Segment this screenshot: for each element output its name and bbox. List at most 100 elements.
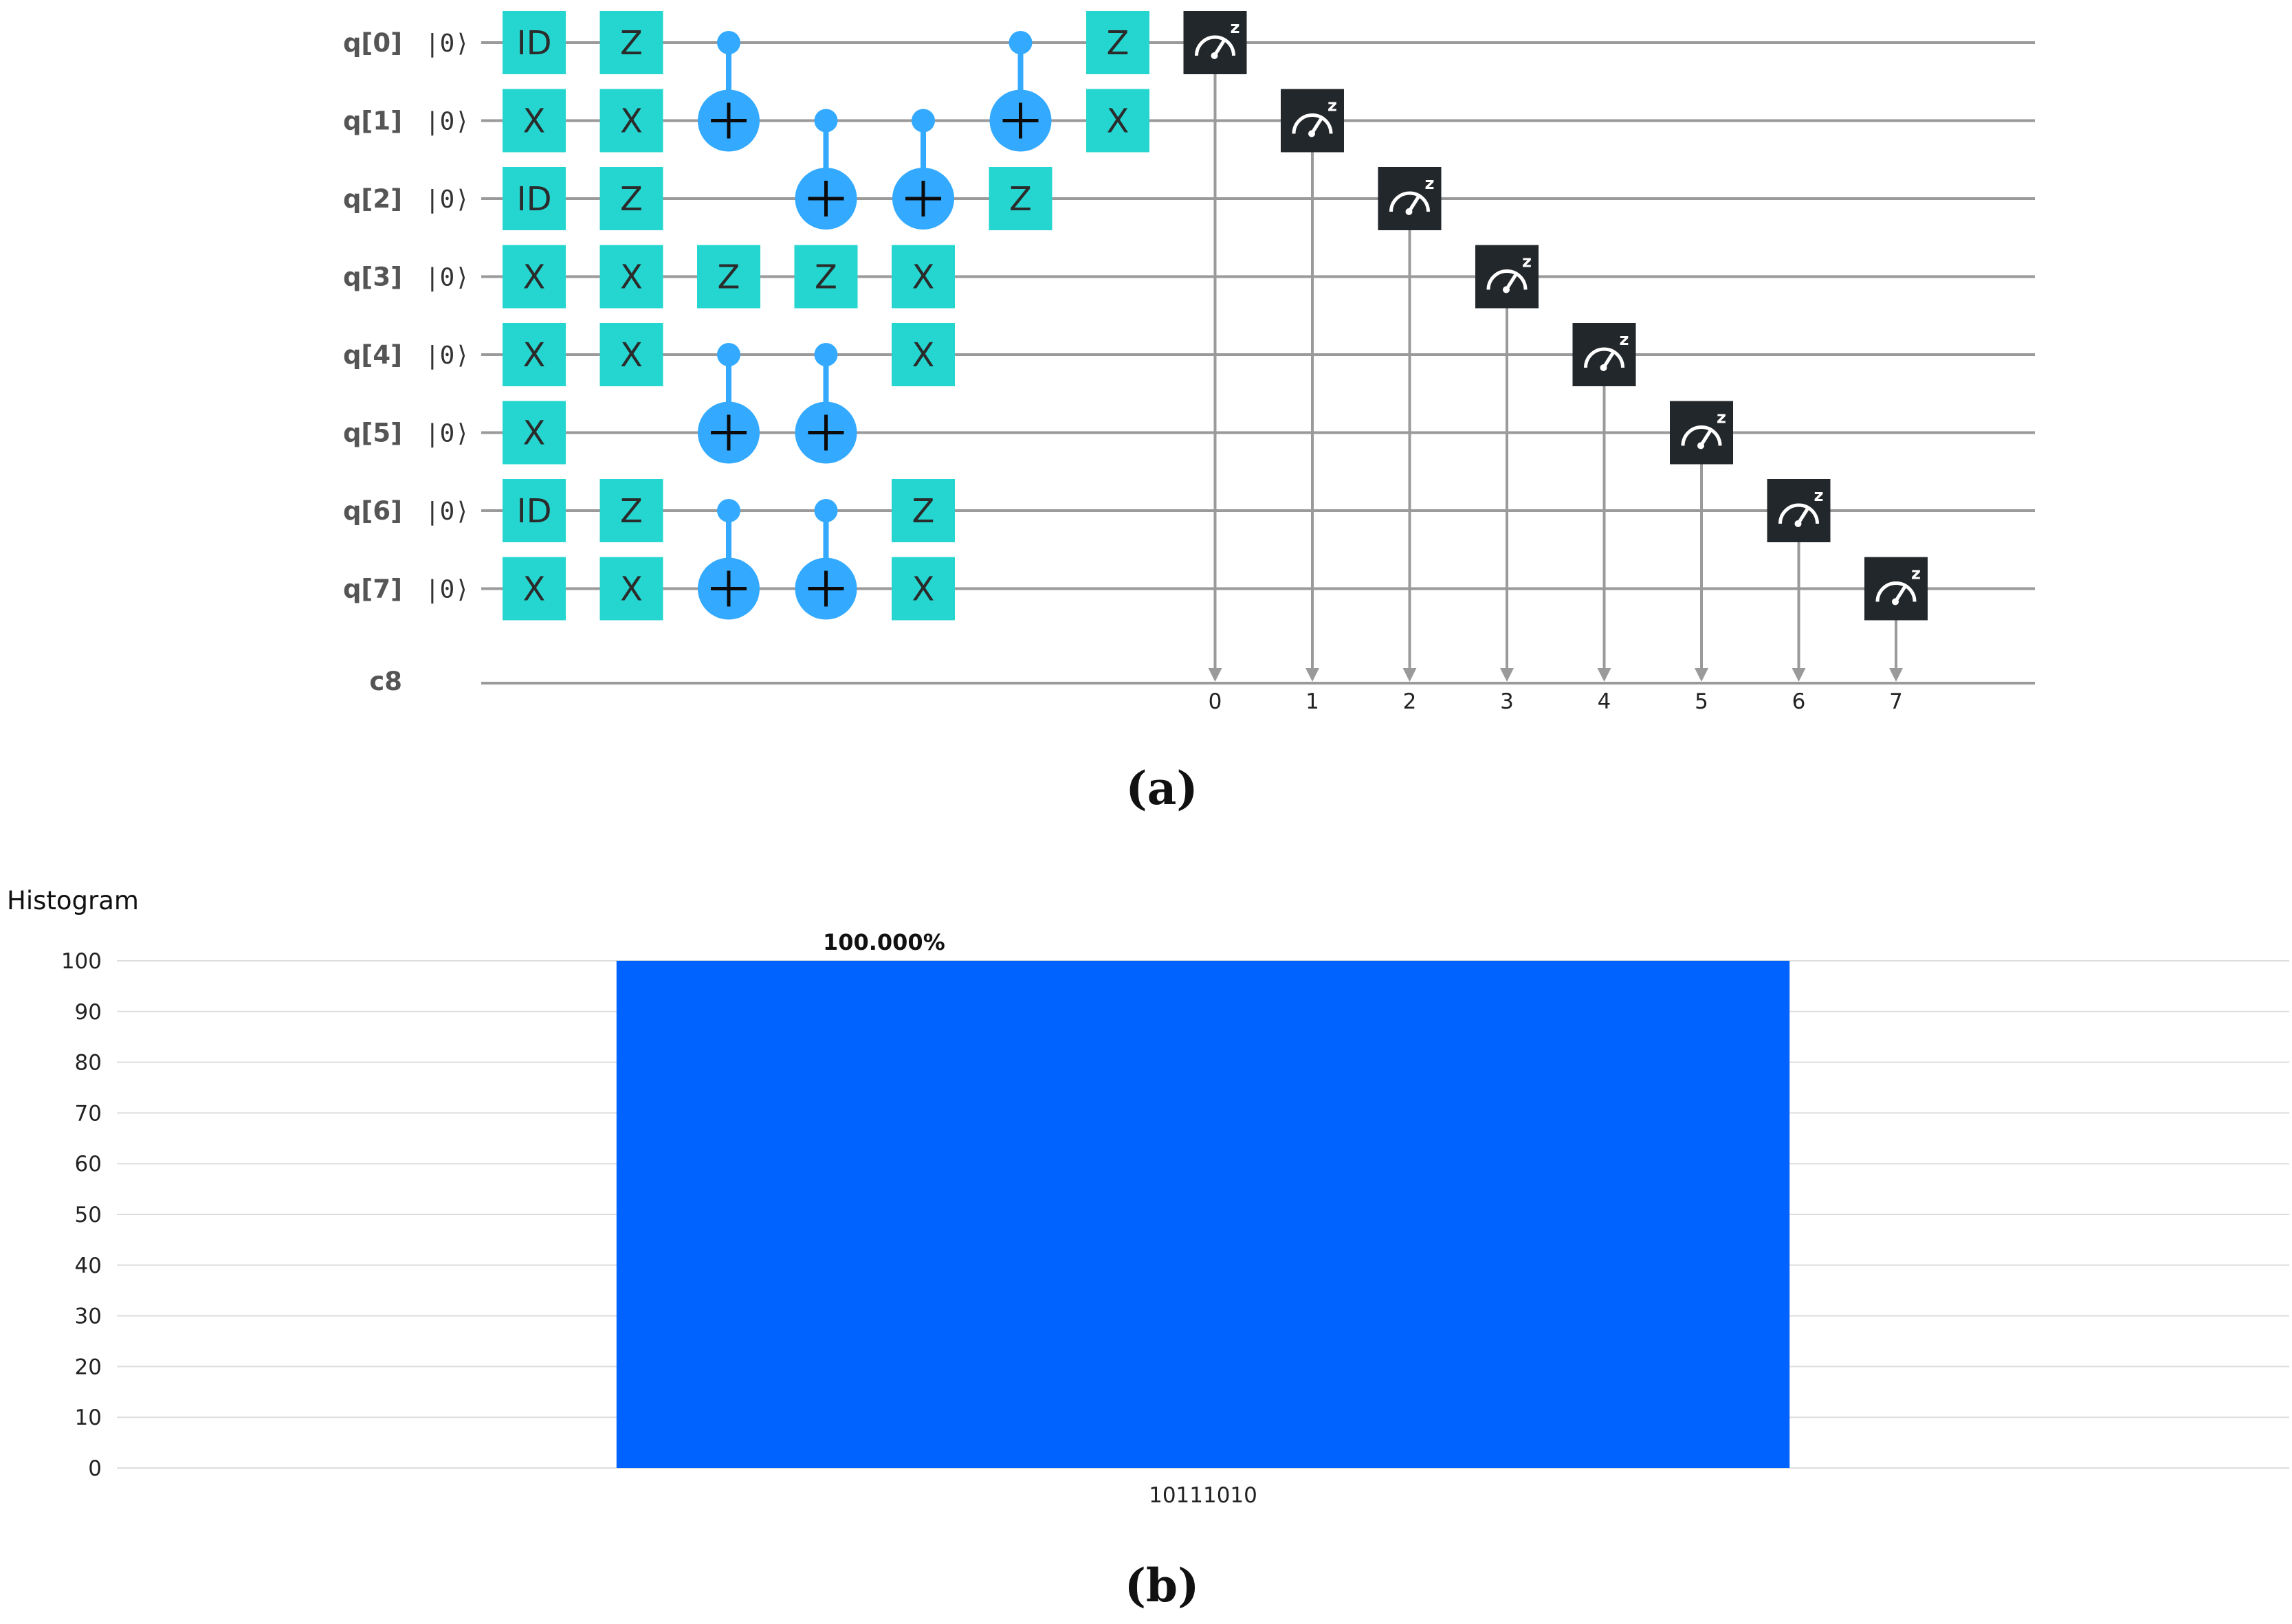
cnot-gate[interactable] — [698, 499, 760, 620]
gate-label: ID — [516, 492, 551, 531]
qubit-label: q[6] — [343, 496, 402, 526]
cnot-gate[interactable] — [698, 343, 760, 464]
gate-x[interactable]: X — [503, 401, 566, 465]
measure-box — [1767, 479, 1831, 542]
gate-id[interactable]: ID — [503, 167, 566, 230]
gate-label: X — [620, 102, 643, 141]
gate-x[interactable]: X — [599, 245, 663, 309]
y-tick-label: 60 — [75, 1152, 102, 1177]
measure-box — [1281, 89, 1344, 153]
qubit-init-state: |0⟩ — [425, 498, 470, 526]
gate-x[interactable]: X — [599, 89, 663, 153]
meter-pivot — [1892, 598, 1899, 605]
cnot-gate[interactable] — [795, 343, 857, 464]
classical-register-label: c8 — [369, 667, 402, 696]
gate-x[interactable]: X — [892, 557, 955, 621]
y-tick-label: 90 — [75, 1000, 102, 1025]
cnot-gate[interactable] — [892, 109, 954, 230]
cnot-gate[interactable] — [698, 31, 760, 152]
measure-gate[interactable]: z — [1767, 479, 1831, 542]
gate-z[interactable]: Z — [599, 167, 663, 230]
gate-box — [989, 167, 1053, 230]
cnot-control-dot — [717, 343, 740, 366]
measure-box — [1183, 11, 1247, 74]
gate-z[interactable]: Z — [599, 11, 663, 74]
measure-gate[interactable]: z — [1183, 11, 1247, 74]
gate-x[interactable]: X — [892, 245, 955, 309]
histogram-bar — [616, 961, 1790, 1468]
histogram-chart: Histogram 0 10 20 30 40 50 60 70 80 90 100 100.000… — [7, 886, 2289, 1508]
meter-icon — [1389, 191, 1430, 212]
gate-z[interactable]: Z — [697, 245, 760, 309]
gate-label: X — [523, 414, 546, 453]
gate-x[interactable]: X — [892, 323, 955, 386]
cnot-plus-icon — [808, 570, 844, 607]
measure-basis-label: z — [1522, 252, 1532, 271]
cnot-control-dot — [814, 343, 838, 366]
measure-gate[interactable]: z — [1475, 245, 1539, 309]
cnot-plus-icon — [711, 102, 747, 139]
cnot-control-dot — [717, 31, 740, 54]
qubit-label: q[4] — [343, 340, 402, 370]
gate-x[interactable]: X — [599, 323, 663, 386]
gate-id[interactable]: ID — [503, 479, 566, 542]
gate-box — [599, 89, 663, 153]
gate-box — [1086, 11, 1149, 74]
gate-z[interactable]: Z — [794, 245, 858, 309]
measure-gate[interactable]: z — [1378, 167, 1442, 230]
classical-bit-labels: 0 1 2 3 4 5 6 7 — [1209, 689, 1903, 714]
gate-label: ID — [516, 180, 551, 219]
gate-box — [503, 11, 566, 74]
y-tick-label: 0 — [88, 1456, 102, 1481]
measure-basis-label: z — [1717, 408, 1726, 427]
gate-box — [1086, 89, 1149, 153]
gate-box — [892, 479, 955, 542]
gate-z[interactable]: Z — [1086, 11, 1149, 74]
classical-bit-label: 1 — [1305, 689, 1319, 714]
y-tick-label: 100 — [61, 949, 102, 974]
qubit-init-state: |0⟩ — [425, 420, 470, 448]
measure-box — [1572, 323, 1636, 386]
gate-label: Z — [912, 492, 935, 531]
cnot-plus-icon — [1002, 102, 1039, 139]
gate-x[interactable]: X — [503, 557, 566, 621]
qubit-label: q[3] — [343, 263, 402, 292]
measure-basis-label: z — [1620, 330, 1629, 349]
panel-a-label: (a) — [1125, 761, 1198, 815]
gate-label: X — [523, 336, 546, 375]
gate-box — [599, 167, 663, 230]
gate-label: Z — [815, 258, 837, 297]
gate-x[interactable]: X — [503, 89, 566, 153]
measure-gate[interactable]: z — [1864, 557, 1928, 621]
histogram-x-ticks: 10111010 — [1149, 1483, 1257, 1508]
measure-gate[interactable]: z — [1572, 323, 1636, 386]
y-tick-label: 40 — [75, 1254, 102, 1278]
qubit-labels: q[0] |0⟩ q[1] |0⟩ q[2] |0⟩ q[3] |0⟩ q[4] |0⟩ q[5] |… — [343, 28, 470, 604]
gate-z[interactable]: Z — [989, 167, 1053, 230]
measure-arrowhead — [1208, 668, 1222, 682]
gate-x[interactable]: X — [503, 245, 566, 309]
gate-box — [503, 167, 566, 230]
gate-x[interactable]: X — [503, 323, 566, 386]
measure-gate[interactable]: z — [1670, 401, 1733, 465]
gate-x[interactable]: X — [599, 557, 663, 621]
gate-label: ID — [516, 24, 551, 63]
gate-id[interactable]: ID — [503, 11, 566, 74]
gate-label: X — [912, 336, 935, 375]
meter-pivot — [1503, 286, 1510, 293]
cnot-gate[interactable] — [795, 499, 857, 620]
gate-z[interactable]: Z — [599, 479, 663, 542]
cnot-gate[interactable] — [795, 109, 857, 230]
classical-bit-label: 0 — [1209, 689, 1222, 714]
cnot-gate[interactable] — [989, 31, 1052, 152]
gate-label: Z — [718, 258, 740, 297]
meter-pivot — [1794, 520, 1802, 527]
gate-z[interactable]: Z — [892, 479, 955, 542]
gate-label: X — [1107, 102, 1130, 141]
gate-x[interactable]: X — [1086, 89, 1149, 153]
measure-arrowhead — [1695, 668, 1708, 682]
classical-bit-label: 7 — [1889, 689, 1903, 714]
measure-gate[interactable]: z — [1281, 89, 1344, 153]
gate-label: Z — [1107, 24, 1130, 63]
